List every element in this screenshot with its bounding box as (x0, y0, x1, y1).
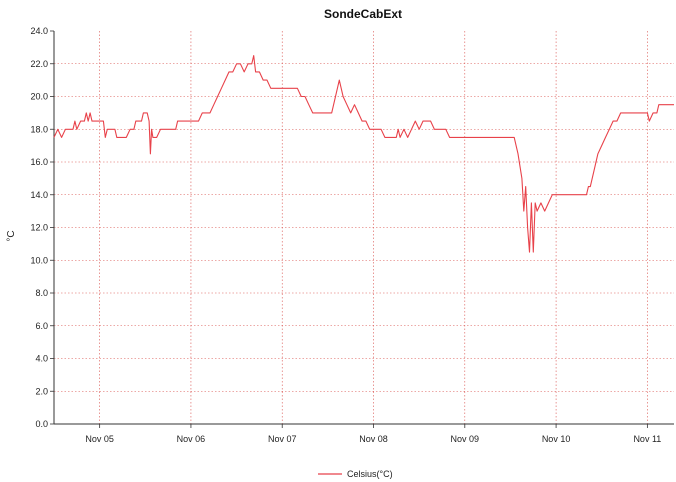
x-tick-label: Nov 08 (359, 434, 388, 444)
x-tick-label: Nov 06 (177, 434, 206, 444)
x-tick-label: Nov 05 (85, 434, 114, 444)
chart-title: SondeCabExt (324, 7, 402, 21)
grid (54, 31, 674, 424)
x-tick-label: Nov 09 (451, 434, 480, 444)
y-tick-label: 20.0 (30, 92, 48, 102)
y-axis-title: °C (6, 230, 17, 241)
y-tick-label: 24.0 (30, 26, 48, 36)
legend: Celsius(°C) (318, 469, 393, 479)
y-tick-label: 16.0 (30, 157, 48, 167)
y-tick-label: 18.0 (30, 124, 48, 134)
y-tick-label: 6.0 (35, 321, 48, 331)
x-tick-label: Nov 10 (542, 434, 571, 444)
x-axis-ticks: Nov 05 Nov 06 Nov 07 Nov 08 Nov 09 Nov 10 Nov … (85, 424, 661, 444)
series-layer (53, 55, 674, 253)
legend-label: Celsius(°C) (347, 469, 393, 479)
x-tick-label: Nov 07 (268, 434, 297, 444)
x-tick-label: Nov 11 (633, 434, 661, 444)
y-tick-label: 8.0 (35, 288, 48, 298)
y-tick-label: 12.0 (30, 223, 48, 233)
y-tick-label: 10.0 (30, 255, 48, 265)
y-tick-label: 2.0 (35, 386, 48, 396)
y-tick-label: 0.0 (35, 419, 48, 429)
axes (53, 31, 674, 425)
series-line (53, 55, 674, 253)
y-tick-label: 14.0 (30, 190, 48, 200)
y-tick-label: 22.0 (30, 59, 48, 69)
y-tick-label: 4.0 (35, 354, 48, 364)
y-axis-ticks: 0.0 2.0 4.0 6.0 8.0 10.0 12.0 14.0 16.0 18.0 20.0 2… (30, 26, 54, 429)
